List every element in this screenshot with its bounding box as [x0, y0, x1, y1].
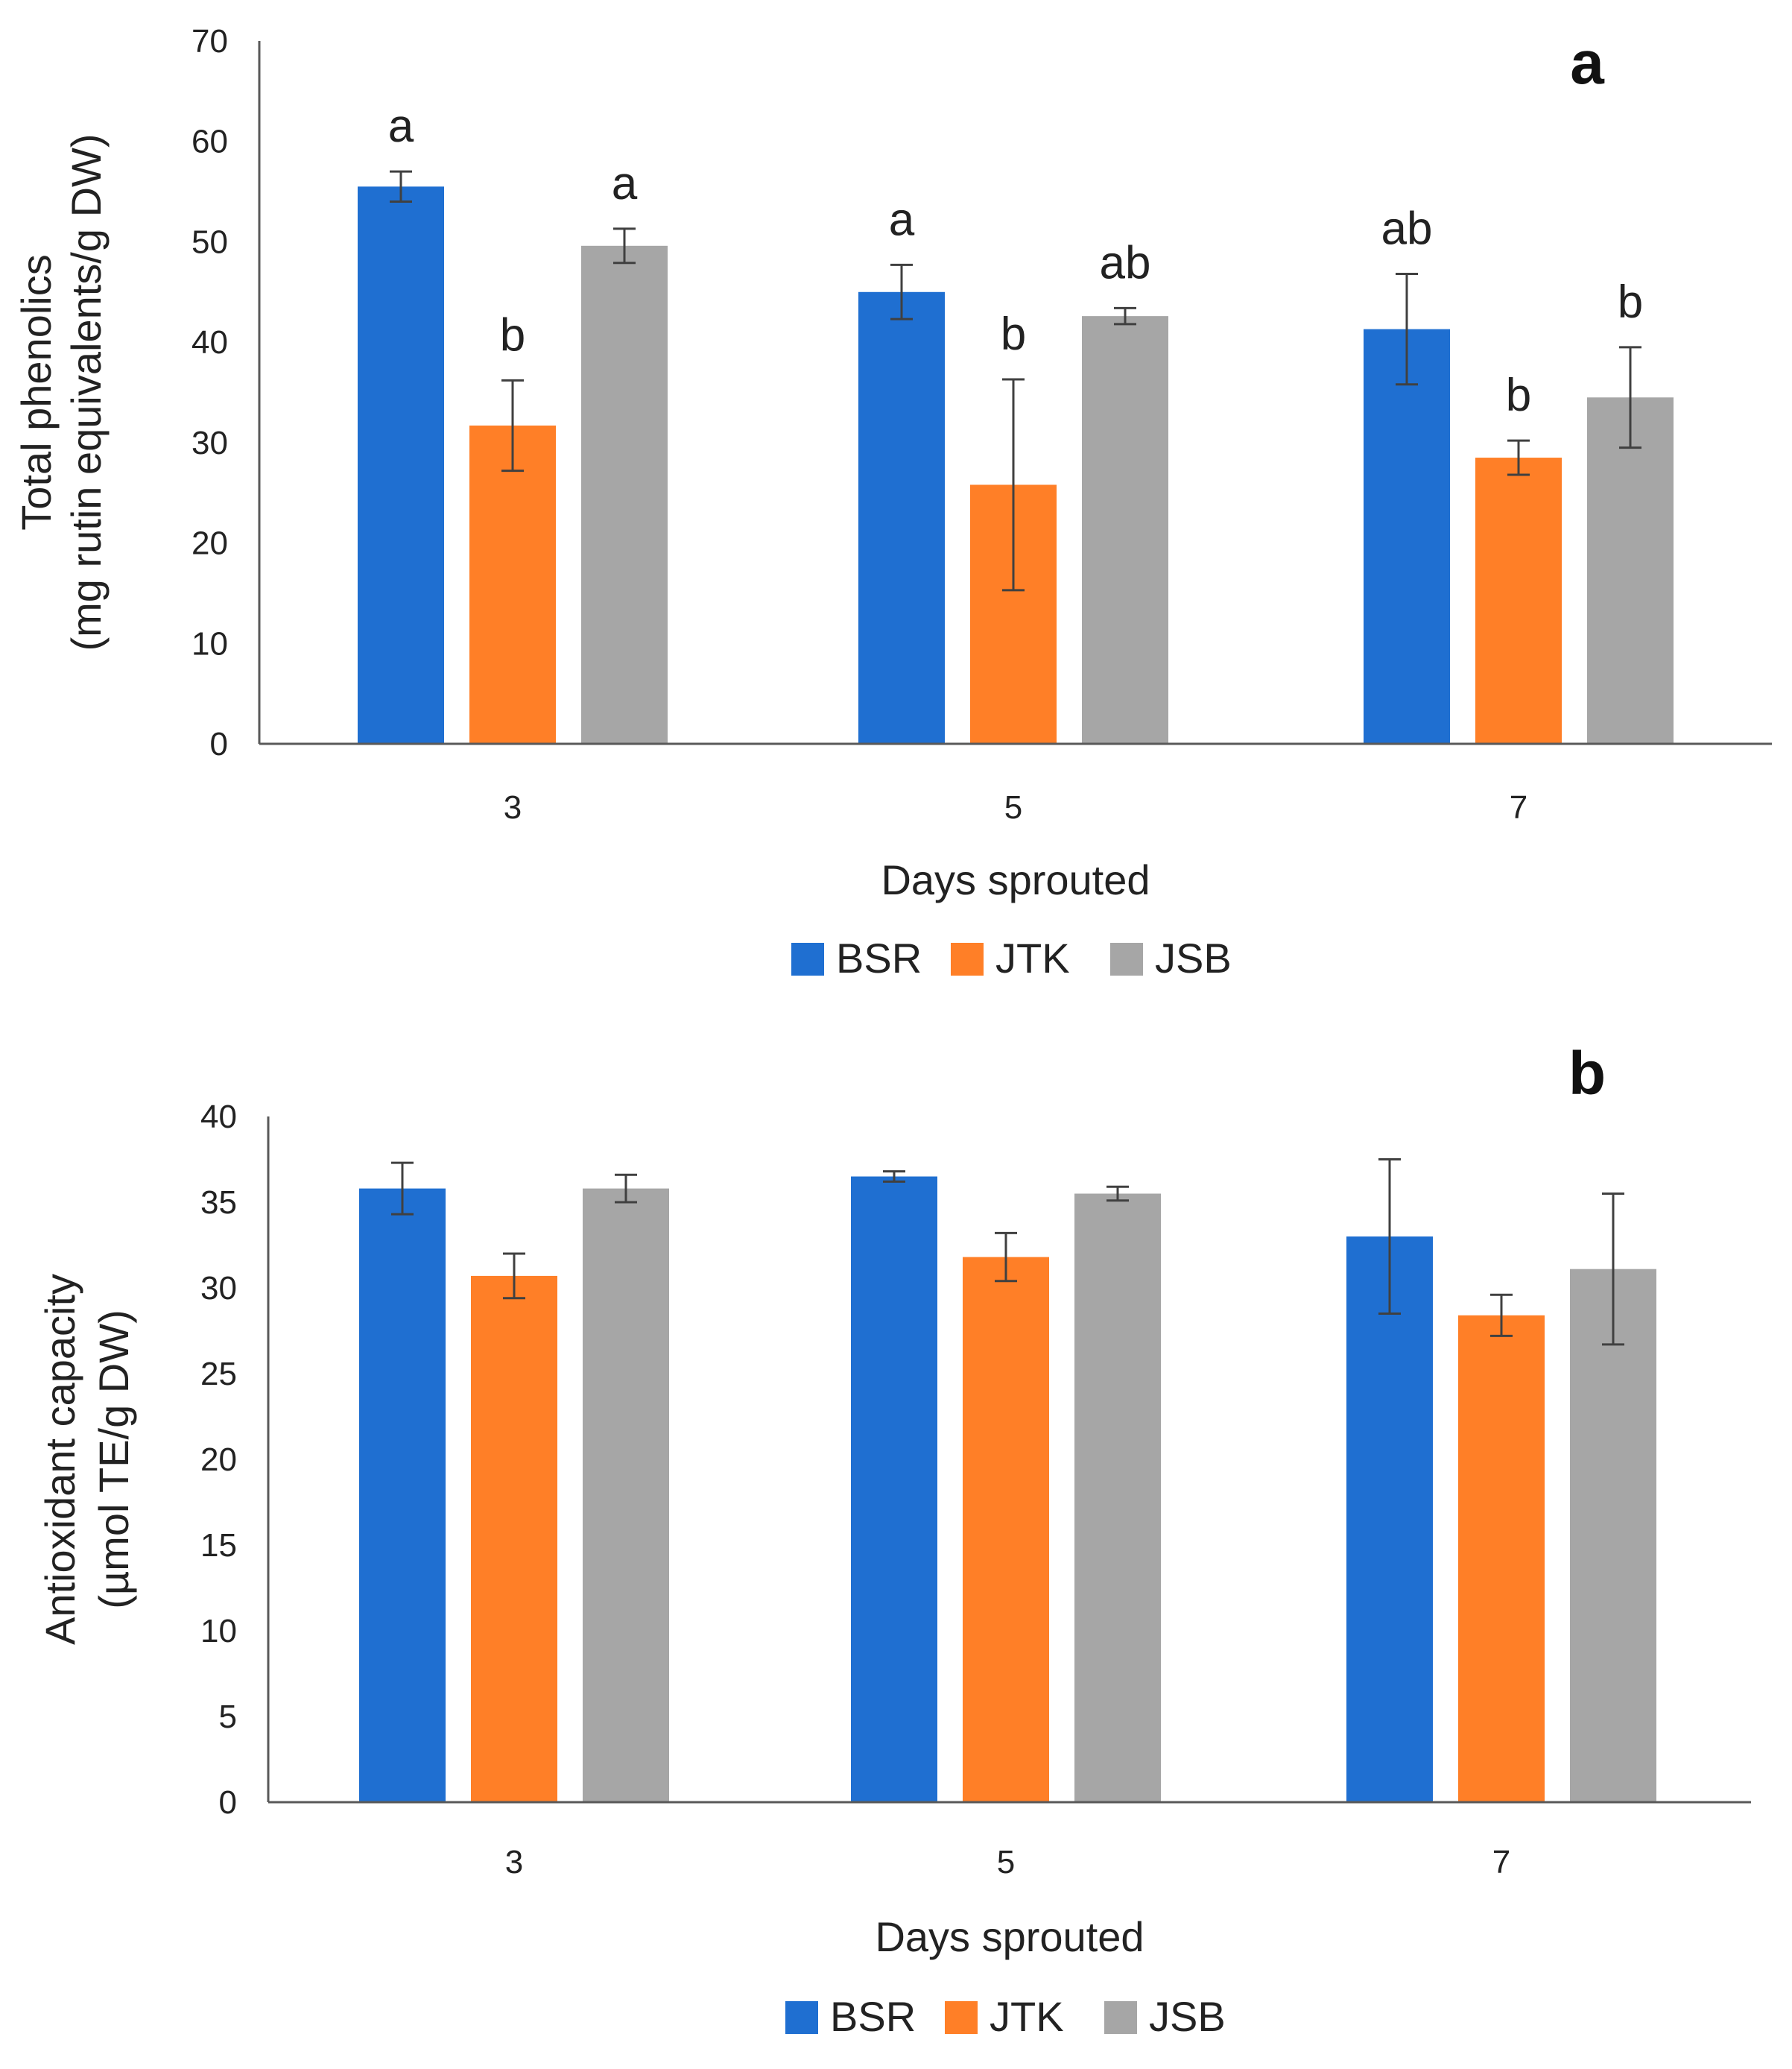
- legend-label-jtk: JTK: [990, 1993, 1064, 2040]
- significance-letter: b: [1618, 277, 1643, 328]
- legend-label-bsr: BSR: [830, 1993, 916, 2040]
- y-tick-label: 20: [200, 1441, 237, 1478]
- y-tick-label: 20: [191, 525, 228, 562]
- legend-label-bsr: BSR: [836, 935, 922, 982]
- y-tick-label: 5: [219, 1699, 237, 1735]
- bar-bsr: [359, 1188, 446, 1802]
- x-axis-title: Days sprouted: [881, 856, 1150, 903]
- legend-swatch-jtk: [951, 943, 984, 976]
- y-tick-label: 50: [191, 224, 228, 260]
- x-axis-title: Days sprouted: [875, 1913, 1144, 1960]
- panel-label: b: [1568, 1040, 1606, 1108]
- y-tick-label: 0: [210, 726, 228, 762]
- bar-jtk: [471, 1275, 557, 1802]
- legend-swatch-bsr: [785, 2001, 818, 2034]
- x-tick-label: 5: [1004, 789, 1022, 826]
- significance-letter: b: [1506, 370, 1531, 421]
- significance-letter: ab: [1100, 237, 1151, 288]
- bar-jsb: [583, 1188, 669, 1802]
- legend-label-jsb: JSB: [1149, 1993, 1226, 2040]
- y-axis-title-line2: (mg rutin equivalents/g DW): [63, 133, 110, 651]
- x-tick-label: 3: [504, 789, 522, 826]
- bar-jtk: [963, 1257, 1049, 1802]
- bar-jtk: [1458, 1315, 1545, 1802]
- significance-letter: ab: [1381, 203, 1433, 255]
- bar-bsr: [358, 186, 444, 745]
- y-tick-label: 60: [191, 124, 228, 160]
- y-tick-label: 40: [200, 1099, 237, 1135]
- y-tick-label: 40: [191, 324, 228, 361]
- x-tick-label: 7: [1492, 1844, 1510, 1880]
- legend-swatch-jsb: [1110, 943, 1143, 976]
- bar-jsb: [1082, 316, 1168, 744]
- x-tick-label: 3: [505, 1844, 523, 1880]
- y-axis-title-line1: Antioxidant capacity: [37, 1274, 83, 1645]
- bar-bsr: [1346, 1236, 1433, 1802]
- y-axis-title-line2: (µmol TE/g DW): [90, 1310, 137, 1608]
- bar-jsb: [1570, 1269, 1656, 1802]
- bar-jtk: [1475, 458, 1562, 744]
- y-axis-title-line1: Total phenolics: [13, 254, 60, 530]
- legend-swatch-jtk: [945, 2001, 978, 2034]
- legend-swatch-jsb: [1104, 2001, 1137, 2034]
- y-tick-label: 70: [191, 23, 228, 60]
- bar-jsb: [1074, 1193, 1161, 1802]
- x-tick-label: 7: [1510, 789, 1527, 826]
- panel-label: a: [1570, 29, 1605, 97]
- bar-bsr: [1364, 329, 1450, 744]
- y-tick-label: 25: [200, 1356, 237, 1392]
- bar-bsr: [858, 291, 945, 744]
- significance-letter: a: [612, 158, 638, 209]
- bar-jsb: [581, 245, 668, 744]
- legend-label-jtk: JTK: [995, 935, 1070, 982]
- significance-letter: a: [388, 101, 414, 152]
- legend-label-jsb: JSB: [1155, 935, 1232, 982]
- bar-jsb: [1587, 397, 1674, 744]
- y-tick-label: 30: [191, 425, 228, 461]
- y-tick-label: 30: [200, 1270, 237, 1307]
- y-tick-label: 0: [219, 1784, 237, 1821]
- bar-jtk: [469, 425, 556, 744]
- bar-bsr: [851, 1176, 937, 1802]
- y-tick-label: 35: [200, 1184, 237, 1221]
- legend-swatch-bsr: [791, 943, 824, 976]
- x-tick-label: 5: [997, 1844, 1015, 1880]
- significance-letter: b: [1001, 309, 1026, 360]
- y-tick-label: 15: [200, 1527, 237, 1564]
- y-tick-label: 10: [200, 1613, 237, 1649]
- significance-letter: a: [889, 194, 915, 245]
- y-tick-label: 10: [191, 625, 228, 662]
- significance-letter: b: [500, 309, 525, 361]
